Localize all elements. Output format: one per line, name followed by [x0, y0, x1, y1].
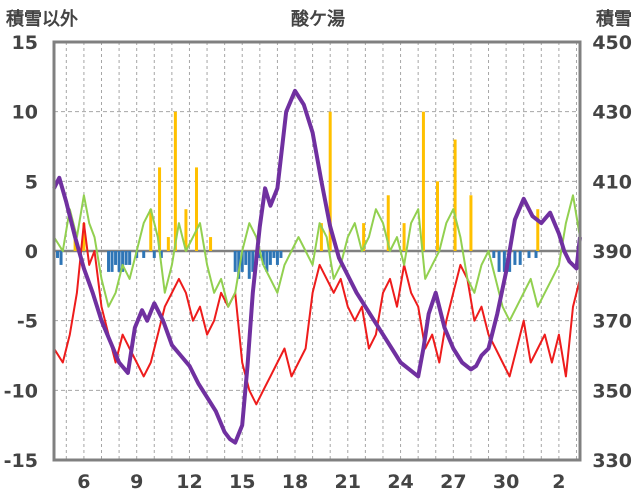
bar	[527, 251, 531, 258]
bar	[469, 195, 473, 251]
right-axis-ticks: 330 350 370 390 410 430 450	[592, 32, 632, 472]
x-tick-label: 2	[552, 471, 565, 493]
bar	[152, 251, 156, 258]
x-tick-label: 12	[176, 471, 202, 493]
bar	[110, 251, 114, 272]
bar	[268, 251, 272, 265]
left-tick-label: 5	[25, 171, 38, 193]
bar	[436, 181, 440, 251]
x-tick-label: 6	[77, 471, 90, 493]
bar	[453, 139, 457, 251]
bar	[536, 209, 540, 251]
x-tick-label: 30	[493, 471, 519, 493]
left-tick-label: -10	[4, 380, 38, 402]
bar	[184, 209, 188, 251]
lines-layer	[52, 88, 582, 445]
bar	[209, 237, 213, 251]
bar	[173, 111, 177, 252]
bar	[386, 195, 390, 251]
bar	[124, 251, 128, 265]
bar	[502, 251, 506, 272]
right-tick-label: 350	[592, 380, 632, 402]
x-tick-label: 18	[282, 471, 308, 493]
bar	[279, 251, 283, 258]
bar	[166, 237, 170, 251]
right-tick-label: 450	[592, 32, 632, 54]
bar	[328, 111, 332, 252]
x-tick-label: 21	[335, 471, 361, 493]
bar	[117, 251, 121, 272]
bar	[247, 251, 251, 279]
bar	[240, 251, 244, 272]
right-tick-label: 390	[592, 241, 632, 263]
x-tick-label: 9	[130, 471, 143, 493]
plot-frame	[52, 40, 582, 462]
bar	[56, 251, 60, 258]
bar	[233, 251, 237, 272]
bar	[158, 167, 162, 251]
bar	[275, 251, 279, 265]
bar	[114, 251, 118, 265]
bar	[128, 251, 132, 265]
bar	[149, 209, 153, 251]
bar	[534, 251, 538, 258]
x-axis-ticks: 6 9 12 15 18 21 24 27 30 2	[77, 471, 565, 493]
chart-title: 酸ケ湯	[291, 8, 345, 30]
bar	[251, 251, 255, 272]
series-line	[53, 194, 581, 322]
bar	[107, 251, 111, 272]
bar	[513, 251, 517, 265]
bar	[244, 251, 248, 265]
bar	[518, 251, 522, 265]
left-tick-label: 15	[12, 32, 38, 54]
bar	[492, 251, 496, 258]
snow-depth-line	[52, 88, 582, 445]
right-tick-label: 330	[592, 450, 632, 472]
bar	[497, 251, 501, 272]
right-tick-label: 410	[592, 171, 632, 193]
bar	[319, 223, 323, 251]
bar	[237, 251, 241, 279]
right-tick-label: 370	[592, 311, 632, 333]
bar	[121, 251, 125, 272]
bar	[142, 251, 146, 258]
bar	[421, 111, 425, 252]
left-tick-label: -5	[17, 311, 38, 333]
left-tick-label: 0	[25, 241, 38, 263]
bar	[82, 223, 86, 251]
x-tick-label: 15	[229, 471, 255, 493]
bar	[272, 251, 276, 258]
left-axis-ticks: -15 -10 -5 0 5 10 15	[4, 32, 38, 472]
right-tick-label: 430	[592, 102, 632, 124]
left-tick-label: 10	[12, 102, 38, 124]
bar	[194, 167, 198, 251]
left-tick-label: -15	[4, 450, 38, 472]
bar	[59, 251, 63, 265]
right-axis-label: 積雪	[595, 8, 632, 30]
x-tick-label: 24	[387, 471, 413, 493]
bar	[265, 251, 269, 272]
grid	[54, 42, 580, 460]
x-tick-label: 27	[440, 471, 466, 493]
bar	[362, 223, 366, 251]
bar	[159, 251, 163, 258]
bar	[261, 251, 265, 265]
bars-layer	[56, 111, 540, 279]
left-axis-label: 積雪以外	[5, 8, 78, 30]
bar	[402, 223, 406, 251]
